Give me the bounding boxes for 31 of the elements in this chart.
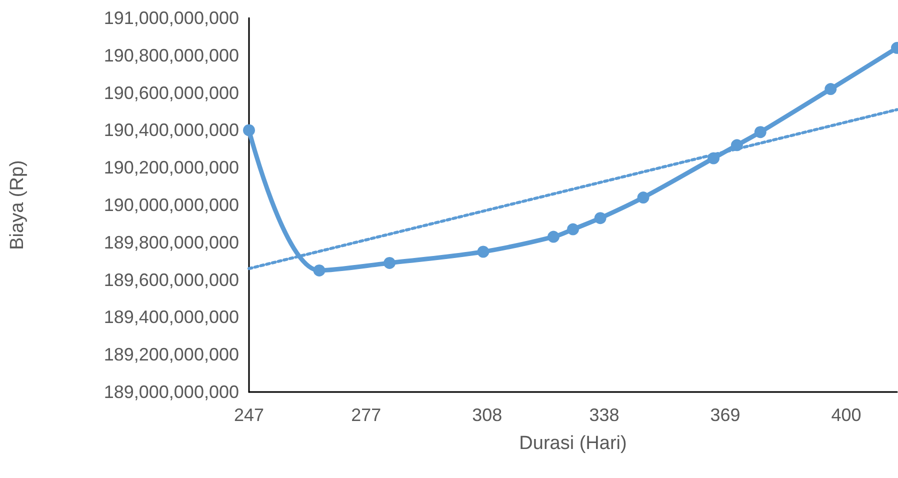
x-axis-title: Durasi (Hari) bbox=[519, 433, 627, 454]
y-tick-label: 189,200,000,000 bbox=[104, 344, 239, 365]
y-tick-label: 190,400,000,000 bbox=[104, 120, 239, 140]
point bbox=[477, 246, 490, 258]
y-tick-label: 189,600,000,000 bbox=[104, 270, 239, 290]
point bbox=[243, 124, 255, 136]
x-tick-label: 277 bbox=[351, 405, 382, 425]
point bbox=[567, 223, 579, 236]
point bbox=[754, 126, 766, 138]
point bbox=[637, 192, 650, 204]
x-tick-label: 338 bbox=[589, 405, 620, 425]
x-tick-label: 308 bbox=[472, 405, 502, 425]
x-tick-label: 247 bbox=[234, 405, 264, 425]
y-tick-label: 190,800,000,000 bbox=[104, 45, 239, 66]
y-tick-label: 189,000,000,000 bbox=[104, 382, 239, 402]
y-tick-label: 190,600,000,000 bbox=[104, 82, 239, 103]
y-tick-label: 190,000,000,000 bbox=[104, 195, 239, 215]
point bbox=[594, 212, 606, 224]
y-tick-label: 189,800,000,000 bbox=[104, 232, 239, 252]
point bbox=[824, 83, 837, 96]
point bbox=[313, 264, 326, 276]
point bbox=[730, 139, 743, 152]
y-tick-label: 190,200,000,000 bbox=[104, 158, 239, 178]
y-axis-title: Biaya (Rp) bbox=[7, 160, 28, 250]
y-tick-label: 189,400,000,000 bbox=[104, 307, 239, 328]
x-tick-label: 369 bbox=[710, 405, 740, 425]
point bbox=[384, 256, 396, 269]
point bbox=[547, 230, 560, 243]
point bbox=[708, 152, 720, 164]
y-tick-label: 191,000,000,000 bbox=[104, 8, 239, 28]
x-tick-label: 400 bbox=[831, 405, 862, 425]
